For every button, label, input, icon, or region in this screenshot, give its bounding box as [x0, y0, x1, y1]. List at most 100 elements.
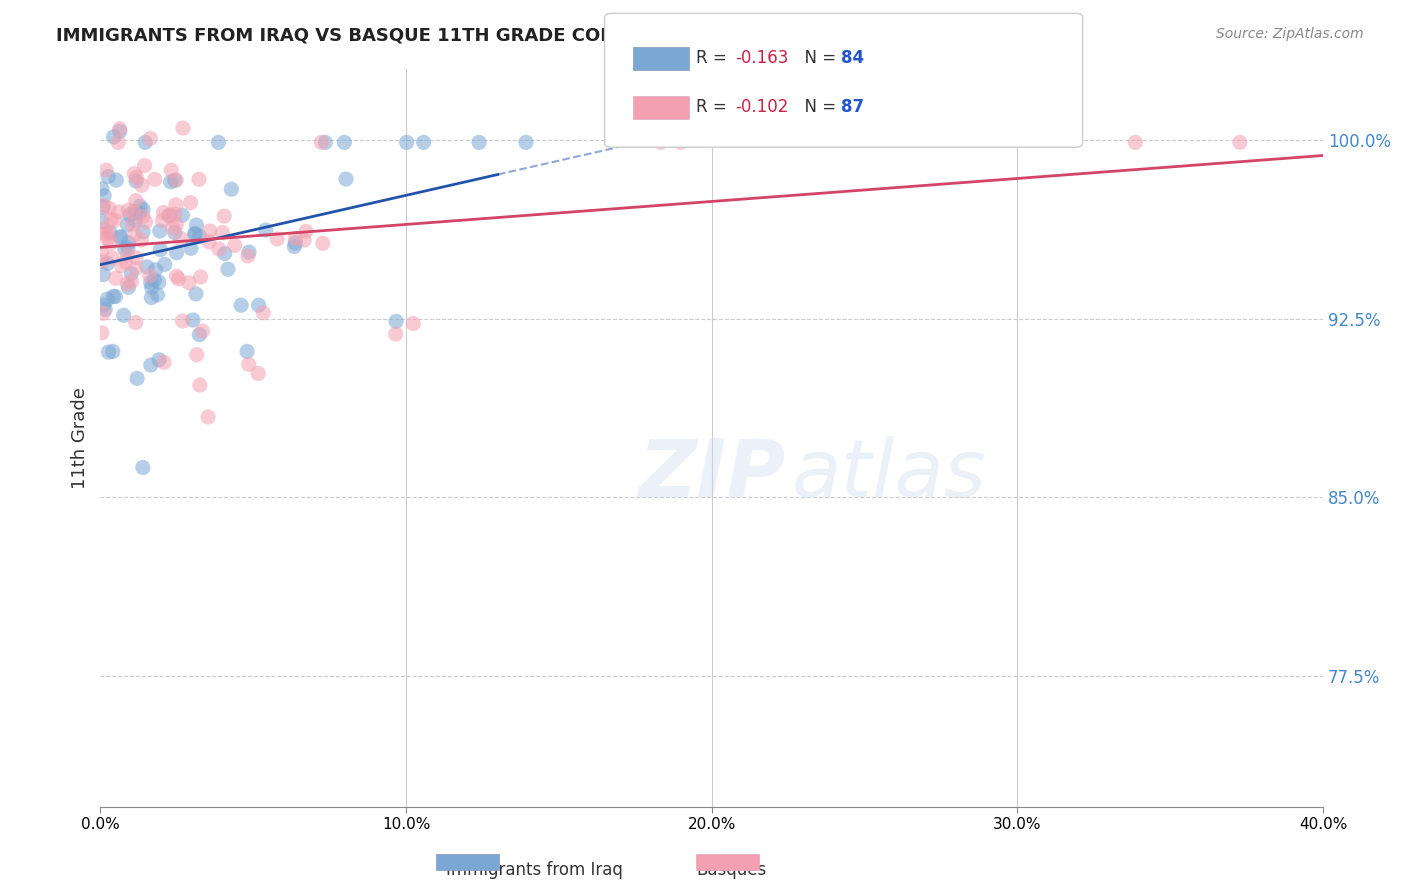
Text: N =: N =: [794, 49, 842, 67]
Point: [91, 200, 114, 214]
Point: [160, 163, 183, 178]
Point: [229, 298, 252, 312]
Point: [118, 208, 141, 222]
Point: [152, 205, 174, 219]
Point: [103, 289, 125, 303]
Point: [311, 136, 333, 150]
Point: [384, 326, 406, 341]
Point: [211, 226, 233, 240]
Point: [163, 226, 186, 240]
Point: [238, 245, 260, 260]
Point: [335, 172, 357, 186]
Point: [124, 316, 146, 330]
Point: [254, 223, 277, 237]
Text: ZIP: ZIP: [638, 435, 786, 514]
Point: [157, 209, 180, 223]
Point: [117, 203, 139, 218]
Point: [170, 231, 193, 245]
Point: [110, 259, 132, 273]
Point: [97, 169, 120, 184]
Point: [125, 251, 148, 265]
Point: [165, 173, 187, 187]
Point: [191, 324, 214, 338]
Point: [184, 287, 207, 301]
Point: [412, 136, 434, 150]
Point: [138, 268, 160, 283]
Point: [91, 268, 114, 282]
Point: [198, 224, 221, 238]
Point: [197, 409, 219, 424]
Point: [134, 136, 156, 150]
Point: [190, 269, 212, 284]
Point: [143, 172, 166, 186]
Point: [148, 352, 170, 367]
Point: [162, 220, 184, 235]
Point: [172, 208, 194, 222]
Point: [93, 298, 115, 312]
Point: [114, 242, 136, 256]
Point: [90, 214, 112, 228]
Point: [650, 136, 672, 150]
Point: [214, 246, 236, 260]
Point: [96, 292, 118, 306]
Point: [96, 231, 118, 245]
Text: N =: N =: [794, 98, 842, 116]
Point: [90, 247, 112, 261]
Point: [114, 255, 136, 269]
Point: [172, 121, 194, 136]
Point: [110, 229, 132, 244]
Point: [224, 238, 246, 252]
Point: [100, 236, 122, 251]
Point: [139, 131, 162, 145]
Point: [124, 213, 146, 227]
Point: [1123, 136, 1146, 150]
Point: [94, 302, 117, 317]
Text: IMMIGRANTS FROM IRAQ VS BASQUE 11TH GRADE CORRELATION CHART: IMMIGRANTS FROM IRAQ VS BASQUE 11TH GRAD…: [56, 27, 787, 45]
Point: [333, 136, 356, 150]
Point: [1229, 136, 1251, 150]
Point: [395, 136, 418, 150]
Point: [139, 358, 162, 372]
Point: [217, 262, 239, 277]
Point: [247, 298, 270, 312]
Point: [108, 230, 131, 244]
Point: [125, 261, 148, 276]
Point: [143, 273, 166, 287]
Point: [104, 213, 127, 227]
Point: [292, 233, 315, 247]
Point: [141, 291, 163, 305]
Point: [117, 277, 139, 291]
Point: [136, 260, 159, 274]
Point: [295, 224, 318, 238]
Point: [252, 306, 274, 320]
Text: 87: 87: [841, 98, 863, 116]
Point: [236, 344, 259, 359]
Point: [93, 222, 115, 236]
Point: [107, 205, 129, 219]
Text: -0.102: -0.102: [735, 98, 789, 116]
Point: [141, 280, 163, 294]
Point: [186, 218, 208, 232]
Point: [669, 136, 692, 150]
Point: [172, 314, 194, 328]
Point: [132, 202, 155, 217]
Point: [183, 227, 205, 241]
Point: [214, 209, 236, 223]
Point: [515, 136, 537, 150]
Point: [148, 275, 170, 289]
Point: [179, 195, 201, 210]
Point: [188, 172, 211, 186]
Text: atlas: atlas: [792, 435, 987, 514]
Text: R =: R =: [696, 98, 733, 116]
Point: [120, 267, 142, 281]
Point: [107, 136, 129, 150]
Point: [90, 182, 112, 196]
Y-axis label: 11th Grade: 11th Grade: [72, 387, 89, 489]
Point: [167, 272, 190, 286]
Point: [122, 204, 145, 219]
Point: [124, 205, 146, 219]
Point: [186, 348, 208, 362]
Point: [112, 308, 135, 322]
Point: [180, 241, 202, 255]
Point: [284, 231, 307, 245]
